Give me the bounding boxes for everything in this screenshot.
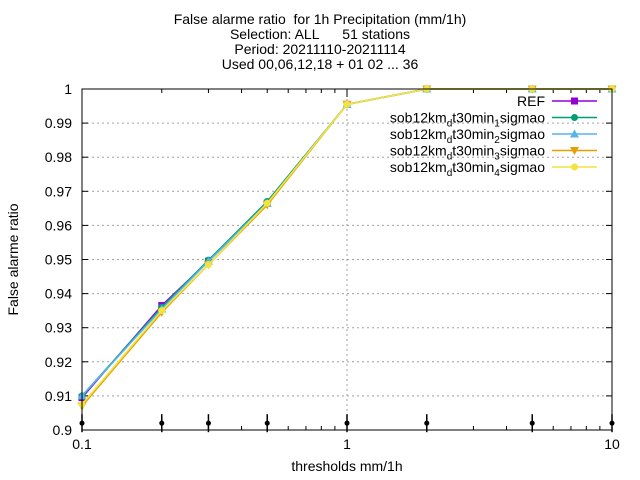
legend-text: t30min [452,159,494,175]
legend-subscript: d [447,119,453,130]
grid-lines [82,89,612,430]
legend-subscript: d [447,168,453,179]
legend-text: REF [517,93,545,109]
chart-title-line-2: Selection: ALL 51 stations [229,26,411,42]
y-tick-label: 0.95 [45,252,72,268]
legend-text: sigmao [500,159,545,175]
legend-text: sob12km [390,126,447,142]
x-tick-label: 0.1 [72,436,92,452]
chart-title-line-3: Period: 20211110-20211114 [234,41,406,57]
plot-frame [81,88,613,431]
legend-label: sob12kmdt30min1sigmao [390,110,545,130]
y-tick-label: 0.97 [45,183,72,199]
y-tick-label: 0.91 [45,388,72,404]
legend-text: t30min [452,110,494,126]
legend-swatch-marker [571,163,578,171]
legend-subscript: d [447,135,453,146]
legend-subscript: 3 [494,152,500,163]
x-tick-label: 1 [343,436,351,452]
legend: REFsob12kmdt30min1sigmaosob12kmdt30min2s… [390,93,597,179]
y-tick-label: 0.98 [45,149,72,165]
y-tick-label: 0.9 [53,422,73,438]
y-tick-label: 0.96 [45,217,72,233]
legend-entry-3: sob12kmdt30min3sigmao [390,143,597,163]
threshold-marker [344,420,350,426]
chart-title-line-4: Used 00,06,12,18 + 01 02 ... 36 [221,56,419,72]
x-axis-label: thresholds mm/1h [291,458,402,474]
legend-text: sigmao [500,126,545,142]
data-point [263,199,271,207]
legend-text: sob12km [390,159,447,175]
chart-title-line-1: False alarme ratio for 1h Precipitation … [173,11,467,27]
legend-swatch-marker [571,97,578,105]
threshold-marker [424,420,430,426]
legend-swatch-marker [570,147,579,155]
legend-entry-1: sob12kmdt30min1sigmao [390,110,597,130]
data-point [343,100,351,108]
y-tick-label: 0.92 [45,354,72,370]
threshold-marker [529,420,535,426]
legend-label: sob12kmdt30min4sigmao [390,159,545,179]
legend-subscript: 2 [494,135,500,146]
threshold-marker [264,420,270,426]
legend-entry-0: REF [517,93,597,109]
y-tick-label: 1 [64,81,72,97]
legend-text: t30min [452,126,494,142]
legend-label: sob12kmdt30min2sigmao [390,126,545,146]
threshold-markers [79,414,615,433]
threshold-marker [205,420,211,426]
x-tick-label: 10 [604,436,620,452]
legend-text: sigmao [500,143,545,159]
y-tick-label: 0.94 [45,286,72,302]
data-point [204,261,212,269]
legend-text: sigmao [500,110,545,126]
legend-entry-4: sob12kmdt30min4sigmao [390,159,597,179]
y-tick-label: 0.93 [45,320,72,336]
legend-subscript: 4 [494,168,500,179]
legend-swatch-marker [571,114,578,121]
data-point [158,307,166,315]
legend-label: REF [517,93,545,109]
y-tick-label: 0.99 [45,115,72,131]
legend-subscript: 1 [494,119,500,130]
y-axis-label: False alarme ratio [5,203,21,315]
threshold-marker [159,420,165,426]
legend-entry-2: sob12kmdt30min2sigmao [390,126,597,146]
legend-label: sob12kmdt30min3sigmao [390,143,545,163]
legend-text: t30min [452,143,494,159]
legend-swatch-marker [570,129,579,138]
legend-subscript: d [447,152,453,163]
legend-text: sob12km [390,110,447,126]
legend-text: sob12km [390,143,447,159]
